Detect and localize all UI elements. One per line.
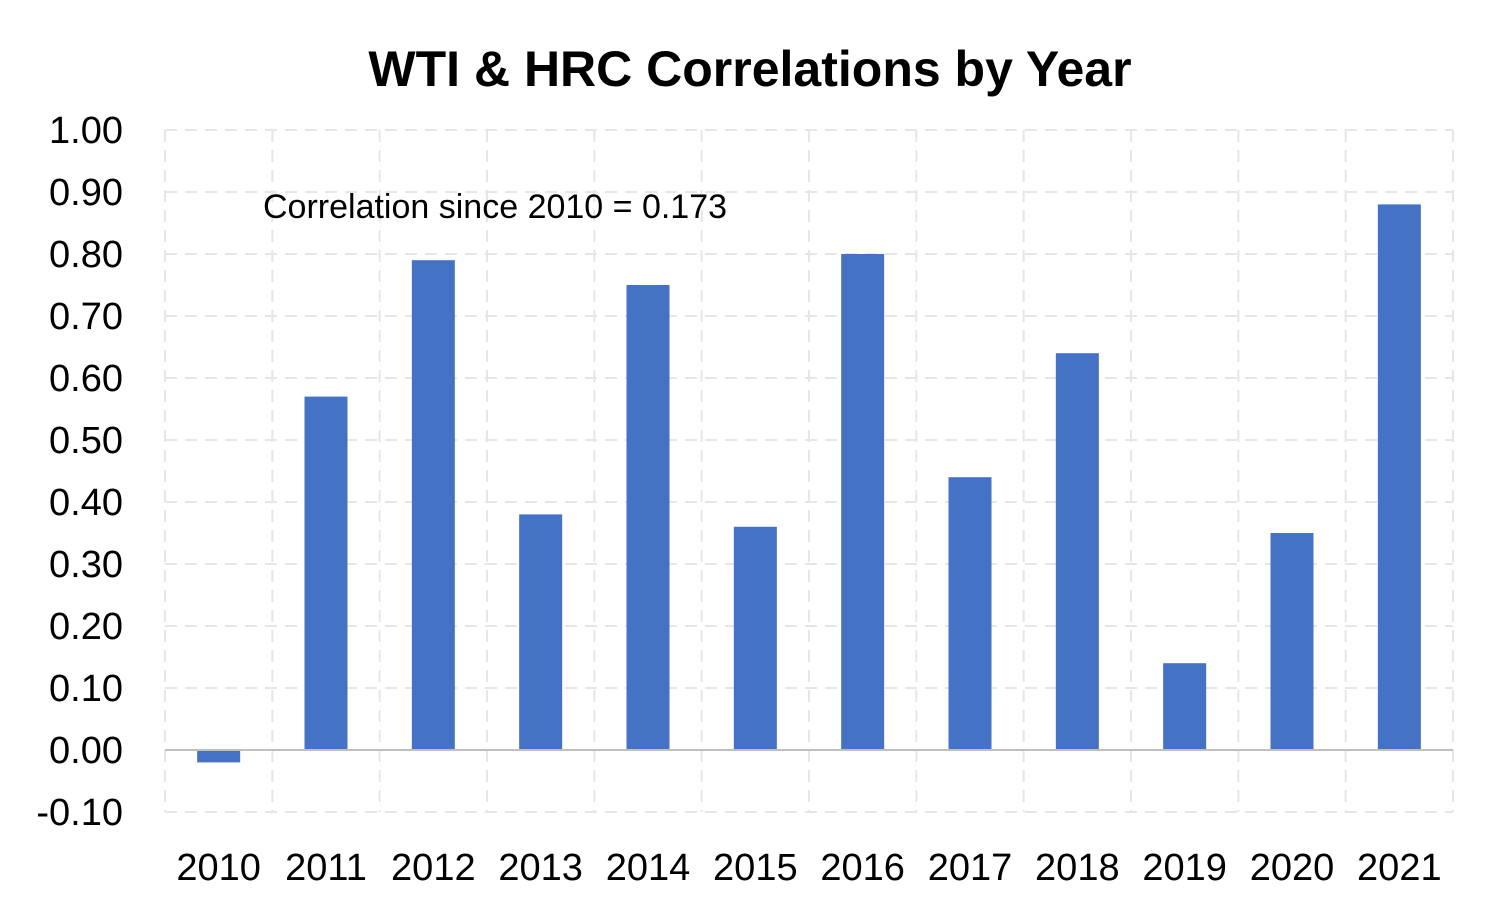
x-tick-label: 2021 bbox=[1357, 847, 1442, 889]
y-tick-label: 0.00 bbox=[49, 730, 123, 772]
y-tick-label: 0.20 bbox=[49, 606, 123, 648]
y-tick-label: 0.80 bbox=[49, 234, 123, 276]
y-tick-label: -0.10 bbox=[36, 792, 123, 834]
bar-2020 bbox=[1270, 533, 1314, 750]
bar-2013 bbox=[519, 514, 563, 750]
bar-2018 bbox=[1055, 353, 1099, 750]
x-tick-label: 2012 bbox=[391, 847, 476, 889]
correlation-annotation: Correlation since 2010 = 0.173 bbox=[263, 188, 727, 226]
x-tick-label: 2016 bbox=[820, 847, 905, 889]
y-tick-label: 1.00 bbox=[49, 110, 123, 152]
y-tick-label: 0.30 bbox=[49, 544, 123, 586]
bar-2012 bbox=[411, 260, 455, 750]
x-axis-tick-labels: 2010 2011 2012 2013 2014 2015 2016 2017 2018 2019… bbox=[176, 847, 1441, 889]
y-tick-label: 0.60 bbox=[49, 358, 123, 400]
bar-2016 bbox=[841, 254, 885, 750]
bar-2014 bbox=[626, 285, 670, 750]
x-tick-label: 2019 bbox=[1142, 847, 1227, 889]
x-tick-label: 2010 bbox=[176, 847, 261, 889]
bar-2015 bbox=[733, 526, 777, 750]
bar-2011 bbox=[304, 396, 348, 750]
x-tick-label: 2020 bbox=[1250, 847, 1335, 889]
y-axis-tick-labels: -0.10 0.00 0.10 0.20 0.30 0.40 0.50 0.60 0.70 0.8… bbox=[36, 110, 123, 834]
bar-2010 bbox=[197, 750, 241, 763]
x-tick-label: 2017 bbox=[928, 847, 1013, 889]
bar-2021 bbox=[1377, 204, 1421, 750]
y-tick-label: 0.90 bbox=[49, 172, 123, 214]
x-tick-label: 2011 bbox=[285, 847, 367, 889]
x-tick-label: 2015 bbox=[713, 847, 798, 889]
chart-title: WTI & HRC Correlations by Year bbox=[368, 41, 1131, 97]
x-tick-label: 2014 bbox=[606, 847, 691, 889]
x-tick-label: 2013 bbox=[498, 847, 583, 889]
y-tick-label: 0.70 bbox=[49, 296, 123, 338]
x-tick-label: 2018 bbox=[1035, 847, 1120, 889]
y-tick-label: 0.40 bbox=[49, 482, 123, 524]
bar-series bbox=[197, 204, 1421, 763]
grid-layer bbox=[164, 129, 1454, 813]
y-tick-label: 0.10 bbox=[49, 668, 123, 710]
y-tick-label: 0.50 bbox=[49, 420, 123, 462]
bar-2019 bbox=[1163, 663, 1207, 750]
bar-2017 bbox=[948, 477, 992, 750]
